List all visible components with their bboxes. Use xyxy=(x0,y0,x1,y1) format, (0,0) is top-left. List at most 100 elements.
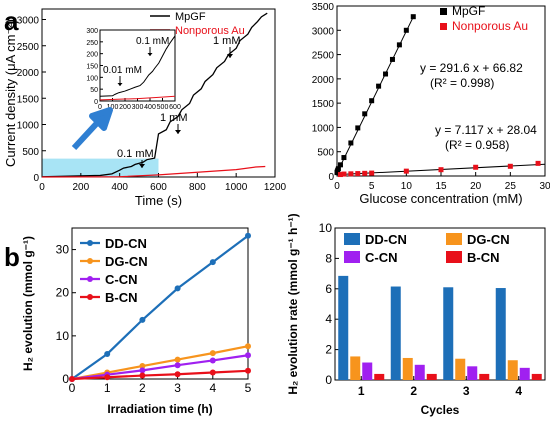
inset-annotation-arrowhead xyxy=(117,83,123,86)
data-point-b-cn xyxy=(139,372,146,379)
data-point-dg-cn xyxy=(139,363,146,370)
legend-swatch xyxy=(446,233,462,245)
y-tick-label: 2500 xyxy=(312,51,335,62)
x-tick-label: 400 xyxy=(111,182,128,193)
x-tick-label: 10 xyxy=(401,181,413,192)
inset-y-tick-label: 100 xyxy=(86,75,98,82)
legend-label: MpGF xyxy=(452,4,485,18)
series-line-dg-cn xyxy=(71,345,249,381)
data-point-mpgf xyxy=(396,42,402,48)
inset-annotation-arrowhead xyxy=(147,53,153,56)
y-tick-label: 3000 xyxy=(17,16,40,27)
y-tick-label: 1500 xyxy=(17,94,40,105)
x-tick-label: 15 xyxy=(435,181,447,192)
y-tick-label: 30 xyxy=(56,243,70,257)
data-point-nonporous-au xyxy=(355,171,361,177)
series-line-nonporous-au xyxy=(41,165,266,178)
inset-annotation-label: 0.1 mM xyxy=(136,36,169,47)
y-tick-label: 500 xyxy=(317,148,334,159)
data-point-nonporous-au xyxy=(507,163,513,169)
bar-dg-cn xyxy=(402,357,413,380)
legend-swatch xyxy=(440,23,447,30)
plot-frame xyxy=(71,227,249,380)
inset-y-tick-label: 0 xyxy=(94,99,98,106)
legend-label: B-CN xyxy=(467,250,500,265)
chart-h2-rate-cycles: 0 2 4 6 8 10 Cycles H₂ evolution rate (mmol g⁻¹… xyxy=(286,213,546,417)
chart-h2-evolution: 0 10 20 30 0 1 2 3 4 5 Irradiation time (h) H₂ evol… xyxy=(21,227,252,416)
x-tick-label: 0 xyxy=(39,182,45,193)
bar-dd-cn xyxy=(443,287,454,380)
data-point-nonporous-au xyxy=(337,172,343,178)
data-point-mpgf xyxy=(341,155,347,161)
y-tick-label: 0 xyxy=(325,373,332,387)
inset-y-tick-label: 150 xyxy=(86,64,98,71)
legend-swatch-marker xyxy=(87,240,93,246)
bar-b-cn xyxy=(479,373,490,380)
data-point-c-cn xyxy=(245,352,251,359)
x-tick-label: 1000 xyxy=(225,182,248,193)
fit-equation: y = 291.6 x + 66.82 xyxy=(420,61,523,75)
inset-zoom-region xyxy=(42,158,159,177)
legend-label: Nonporous Au xyxy=(452,19,528,33)
x-tick-label: 25 xyxy=(505,181,517,192)
x-tick-label: 1 xyxy=(104,381,111,395)
bar-c-cn xyxy=(519,367,530,380)
data-point-mpgf xyxy=(383,71,389,77)
panel-label-b: b xyxy=(4,242,20,272)
fit-line xyxy=(336,16,414,173)
legend-label: MpGF xyxy=(175,11,206,23)
series-line-mpgf xyxy=(41,12,268,178)
x-tick-label: 800 xyxy=(189,182,206,193)
x-tick-label: 5 xyxy=(245,381,252,395)
y-tick-label: 6 xyxy=(325,282,332,296)
inset-y-tick-label: 50 xyxy=(90,87,98,94)
data-point-dd-cn xyxy=(209,259,216,266)
plot-frame xyxy=(334,227,546,381)
y-tick-label: 20 xyxy=(56,286,70,300)
inset-annotation-label: 0.01 mM xyxy=(103,65,142,76)
data-point-mpgf xyxy=(337,162,343,168)
x-axis-label: Glucose concentration (mM) xyxy=(359,191,522,206)
legend-swatch xyxy=(446,251,462,263)
legend-swatch xyxy=(344,251,360,263)
data-point-c-cn xyxy=(139,367,146,374)
inset-x-tick-label: 400 xyxy=(144,104,156,111)
x-tick-label: 3 xyxy=(463,384,470,398)
y-tick-label: 2000 xyxy=(17,68,40,79)
bar-b-cn xyxy=(374,373,385,380)
panel-label-a: a xyxy=(4,6,19,36)
legend-swatch-marker xyxy=(87,258,93,264)
legend-label: B-CN xyxy=(105,290,138,305)
inset-x-tick-label: 300 xyxy=(132,104,144,111)
data-point-nonporous-au xyxy=(348,171,354,177)
inset-y-tick-label: 250 xyxy=(86,40,98,47)
data-point-dd-cn xyxy=(104,350,111,357)
data-point-nonporous-au xyxy=(341,171,347,177)
inset-x-tick-label: 200 xyxy=(119,104,131,111)
y-tick-label: 10 xyxy=(56,329,70,343)
data-point-dg-cn xyxy=(245,343,251,350)
data-point-nonporous-au xyxy=(403,168,409,174)
x-tick-label: 20 xyxy=(470,181,482,192)
inset-x-tick-label: 100 xyxy=(107,104,119,111)
legend-swatch xyxy=(440,8,447,15)
y-axis-label: H₂ evolution rate (mmol g⁻¹ h⁻¹) xyxy=(286,213,300,394)
inset-y-tick-label: 300 xyxy=(86,28,98,35)
data-point-nonporous-au xyxy=(362,170,368,176)
data-point-mpgf xyxy=(410,14,416,20)
y-tick-label: 0 xyxy=(328,172,334,183)
data-point-mpgf xyxy=(348,140,354,146)
legend-label: DD-CN xyxy=(365,232,407,247)
x-tick-label: 200 xyxy=(72,182,89,193)
bar-c-cn xyxy=(467,366,478,380)
series-line-b-cn xyxy=(71,369,249,381)
zoom-arrow xyxy=(71,107,113,151)
data-point-dg-cn xyxy=(174,356,181,363)
legend-swatch xyxy=(344,233,360,245)
inset-frame xyxy=(99,29,176,102)
fit-equation: y = 7.117 x + 28.04 xyxy=(435,123,537,137)
x-tick-label: 0 xyxy=(334,181,340,192)
y-tick-label: 8 xyxy=(325,251,332,265)
x-axis-label: Time (s) xyxy=(135,193,182,208)
